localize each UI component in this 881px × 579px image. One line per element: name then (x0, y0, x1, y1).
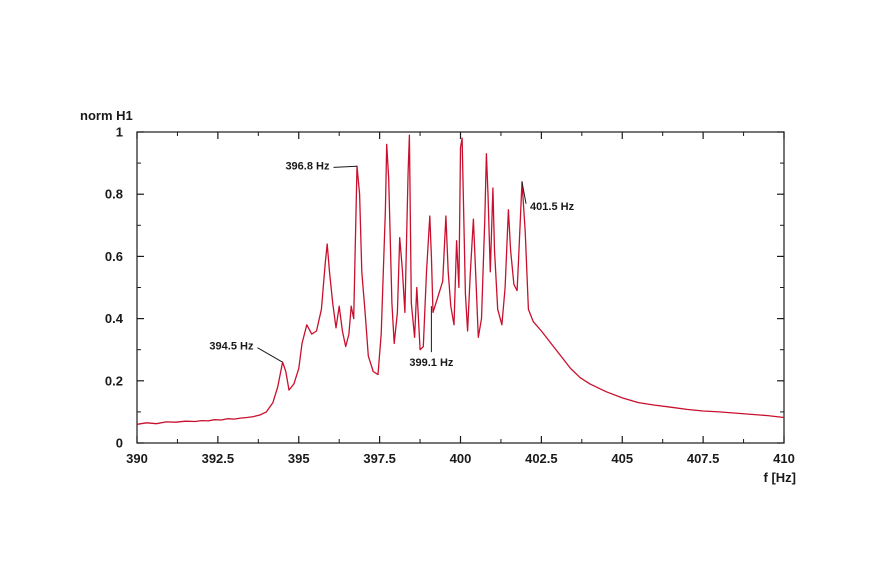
annotation-leader-line (333, 165, 358, 168)
y-tick-label: 0.6 (105, 249, 123, 264)
y-axis-tick-labels: 0 0.2 0.4 0.6 0.8 1 (105, 125, 124, 451)
peak-annotation: 394.5 Hz (209, 341, 283, 363)
x-axis-ticks (136, 132, 785, 443)
x-tick-label: 390 (126, 451, 148, 466)
y-axis-title: norm H1 (80, 108, 133, 123)
x-tick-label: 397.5 (363, 451, 396, 466)
x-tick-label: 405 (611, 451, 633, 466)
x-tick-label: 407.5 (687, 451, 720, 466)
peak-annotation: 401.5 Hz (521, 181, 575, 213)
x-axis-title: f [Hz] (764, 470, 797, 485)
annotation-leader-line (521, 181, 527, 204)
x-tick-label: 400 (450, 451, 472, 466)
annotation-label: 399.1 Hz (409, 357, 454, 369)
x-tick-label: 410 (773, 451, 795, 466)
annotation-label: 394.5 Hz (209, 341, 254, 353)
x-axis-tick-labels: 390 392.5 395 397.5 400 402.5 405 407.5 410 (126, 451, 795, 466)
series-line (136, 134, 785, 425)
peak-annotation: 396.8 Hz (285, 160, 358, 172)
peak-annotations: 394.5 Hz 396.8 Hz 399.1 Hz 401.5 Hz (209, 160, 574, 369)
y-tick-label: 0.2 (105, 373, 123, 388)
y-axis-ticks (137, 131, 784, 444)
y-tick-label: 1 (116, 125, 123, 140)
annotation-leader-line (257, 347, 283, 363)
annotation-label: 396.8 Hz (285, 160, 330, 172)
annotation-label: 401.5 Hz (530, 201, 575, 213)
peak-annotation: 399.1 Hz (409, 306, 454, 369)
y-tick-label: 0.8 (105, 187, 123, 202)
y-tick-label: 0 (116, 436, 123, 451)
x-tick-label: 392.5 (202, 451, 235, 466)
x-tick-label: 402.5 (525, 451, 558, 466)
y-tick-label: 0.4 (105, 311, 124, 326)
x-tick-label: 395 (288, 451, 310, 466)
